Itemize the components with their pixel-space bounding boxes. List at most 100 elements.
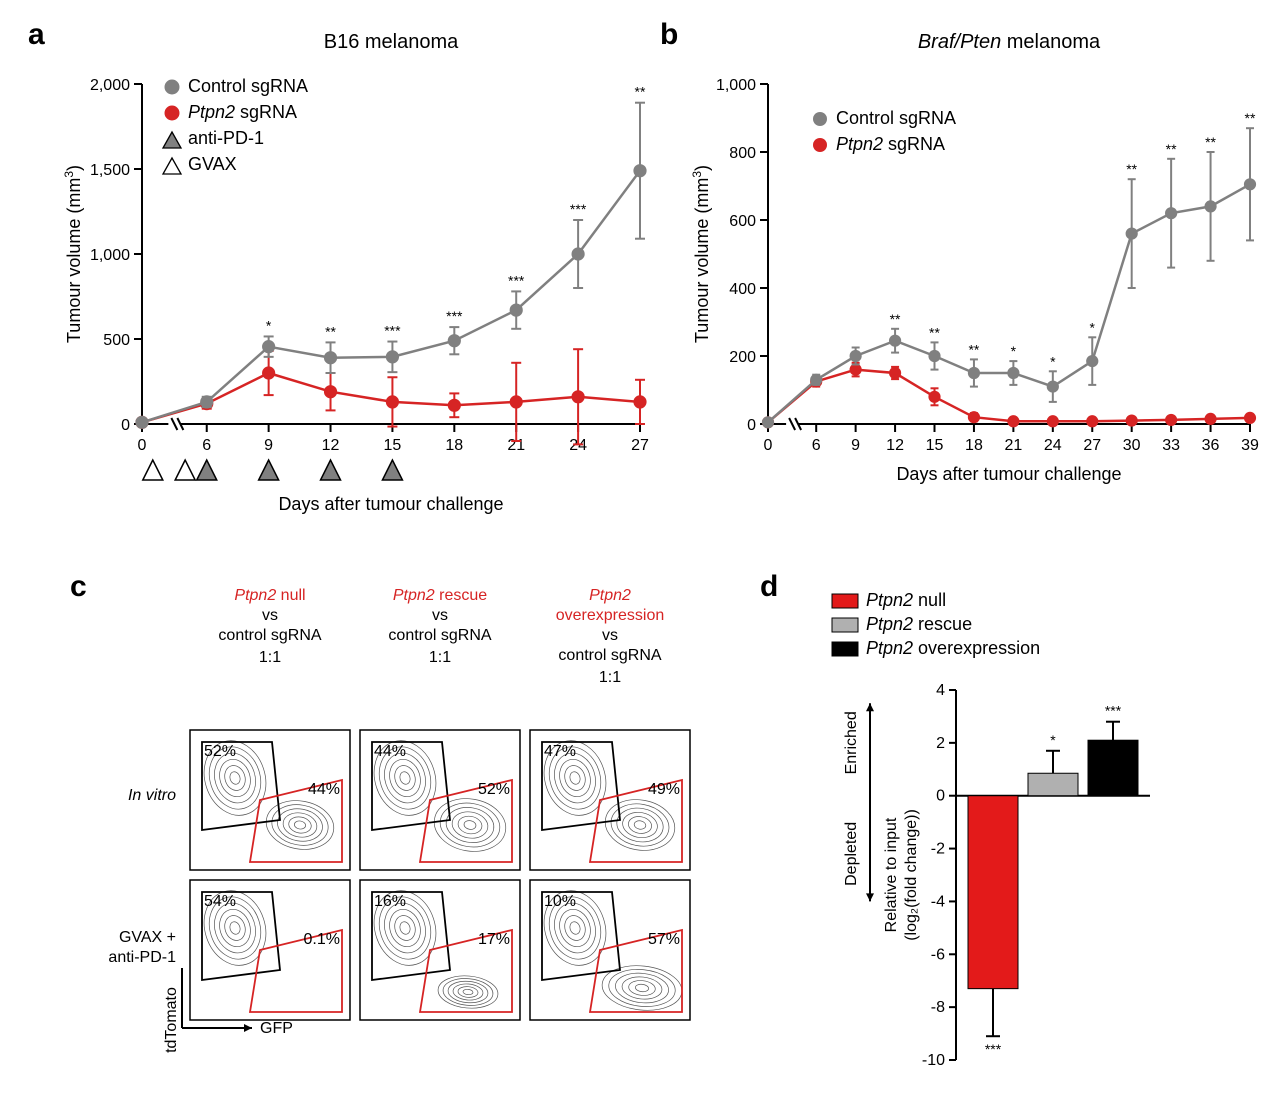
svg-text:GFP: GFP — [260, 1020, 293, 1037]
panel-b-xlabel: Days after tumour challenge — [896, 464, 1121, 484]
svg-text:**: ** — [1166, 141, 1177, 157]
svg-text:15: 15 — [926, 437, 944, 454]
svg-text:In vitro: In vitro — [128, 787, 176, 804]
facs-plot: 54% 0.1% — [190, 880, 350, 1020]
svg-text:**: ** — [1245, 110, 1256, 126]
panel-b-ylabel: Tumour volume (mm3) — [690, 165, 712, 343]
treatment-triangle-icon — [197, 460, 217, 480]
svg-text:***: *** — [1105, 703, 1122, 719]
bar-over — [1088, 740, 1138, 796]
svg-text:**: ** — [1205, 134, 1216, 150]
panel-a-title: B16 melanoma — [324, 31, 459, 53]
svg-text:0: 0 — [764, 437, 773, 454]
svg-text:Ptpn2 overexpression: Ptpn2 overexpression — [866, 638, 1040, 658]
facs-plot: 52% 44% — [190, 730, 350, 870]
svg-text:0: 0 — [138, 437, 147, 454]
svg-text:**: ** — [325, 323, 336, 339]
svg-text:27: 27 — [1083, 437, 1101, 454]
svg-text:GVAX: GVAX — [188, 154, 237, 174]
svg-text:18: 18 — [445, 437, 463, 454]
svg-text:tdTomato: tdTomato — [163, 987, 180, 1053]
svg-text:39: 39 — [1241, 437, 1259, 454]
svg-text:54%: 54% — [204, 893, 236, 910]
panel-a-ylabel: Tumour volume (mm3) — [62, 165, 84, 343]
svg-text:16%: 16% — [374, 893, 406, 910]
svg-text:12: 12 — [886, 437, 904, 454]
panel-a-chart: B16 melanoma05001,0001,5002,000069121518… — [60, 24, 660, 544]
svg-text:*: * — [1011, 343, 1017, 359]
svg-text:4: 4 — [936, 682, 945, 699]
svg-text:-8: -8 — [931, 999, 945, 1016]
svg-text:57%: 57% — [648, 931, 680, 948]
treatment-triangle-icon — [175, 460, 195, 480]
svg-text:***: *** — [570, 201, 587, 217]
svg-text:vs: vs — [602, 627, 618, 644]
svg-text:control sgRNA: control sgRNA — [218, 627, 321, 644]
svg-text:24: 24 — [1044, 437, 1062, 454]
panel-b-label: b — [660, 18, 678, 52]
svg-text:200: 200 — [729, 349, 756, 366]
svg-text:6: 6 — [812, 437, 821, 454]
svg-text:17%: 17% — [478, 931, 510, 948]
svg-text:400: 400 — [729, 281, 756, 298]
svg-text:1,000: 1,000 — [716, 77, 756, 94]
svg-text:Ptpn2 null: Ptpn2 null — [234, 587, 305, 604]
svg-text:52%: 52% — [204, 743, 236, 760]
svg-text:*: * — [1050, 353, 1056, 369]
svg-text:Ptpn2 sgRNA: Ptpn2 sgRNA — [836, 134, 945, 154]
svg-text:-6: -6 — [931, 946, 945, 963]
svg-text:1:1: 1:1 — [599, 669, 621, 686]
bar-rescue — [1028, 773, 1078, 795]
svg-text:47%: 47% — [544, 743, 576, 760]
treatment-triangle-icon — [382, 460, 402, 480]
svg-text:-10: -10 — [922, 1052, 945, 1069]
svg-text:33: 33 — [1162, 437, 1180, 454]
svg-text:Relative to input: Relative to input — [883, 817, 900, 932]
svg-text:2: 2 — [936, 735, 945, 752]
svg-text:0: 0 — [121, 417, 130, 434]
svg-text:27: 27 — [631, 437, 649, 454]
panel-d-bar: Ptpn2 nullPtpn2 rescuePtpn2 overexpressi… — [770, 580, 1270, 1080]
facs-plot: 47%49% — [530, 730, 690, 870]
svg-text:1:1: 1:1 — [259, 649, 281, 666]
svg-text:Control sgRNA: Control sgRNA — [188, 76, 308, 96]
svg-text:0: 0 — [936, 788, 945, 805]
svg-text:9: 9 — [264, 437, 273, 454]
svg-text:30: 30 — [1123, 437, 1141, 454]
facs-plot: 16% 17% — [360, 880, 520, 1020]
svg-text:44%: 44% — [374, 743, 406, 760]
treatment-triangle-icon — [259, 460, 279, 480]
svg-text:Ptpn2 sgRNA: Ptpn2 sgRNA — [188, 102, 297, 122]
svg-text:**: ** — [1126, 161, 1137, 177]
svg-text:Ptpn2 null: Ptpn2 null — [866, 590, 946, 610]
svg-text:Ptpn2: Ptpn2 — [589, 587, 631, 604]
panel-b-chart: Braf/Pten melanoma02004006008001,0000691… — [690, 24, 1270, 544]
svg-text:500: 500 — [103, 332, 130, 349]
svg-text:44%: 44% — [308, 781, 340, 798]
svg-text:GVAX +: GVAX + — [119, 929, 176, 946]
svg-text:-4: -4 — [931, 893, 945, 910]
svg-text:-2: -2 — [931, 841, 945, 858]
panel-a-label: a — [28, 18, 45, 52]
svg-text:control sgRNA: control sgRNA — [558, 647, 661, 664]
svg-text:*: * — [266, 317, 272, 333]
svg-text:52%: 52% — [478, 781, 510, 798]
svg-text:vs: vs — [432, 607, 448, 624]
svg-text:0: 0 — [747, 417, 756, 434]
panel-c-facs: Ptpn2 nullvscontrol sgRNA1:1Ptpn2 rescue… — [60, 580, 720, 1080]
svg-text:0.1%: 0.1% — [304, 931, 340, 948]
treatment-triangle-icon — [321, 460, 341, 480]
svg-text:***: *** — [985, 1041, 1002, 1057]
svg-text:control sgRNA: control sgRNA — [388, 627, 491, 644]
panel-a-xlabel: Days after tumour challenge — [278, 494, 503, 514]
panel-b-title: Braf/Pten melanoma — [918, 31, 1101, 53]
svg-text:36: 36 — [1202, 437, 1220, 454]
svg-text:anti-PD-1: anti-PD-1 — [108, 949, 176, 966]
svg-text:**: ** — [890, 311, 901, 327]
svg-text:**: ** — [635, 84, 646, 100]
svg-text:21: 21 — [1004, 437, 1022, 454]
svg-text:600: 600 — [729, 213, 756, 230]
svg-text:2,000: 2,000 — [90, 77, 130, 94]
svg-text:6: 6 — [202, 437, 211, 454]
svg-text:***: *** — [384, 323, 401, 339]
